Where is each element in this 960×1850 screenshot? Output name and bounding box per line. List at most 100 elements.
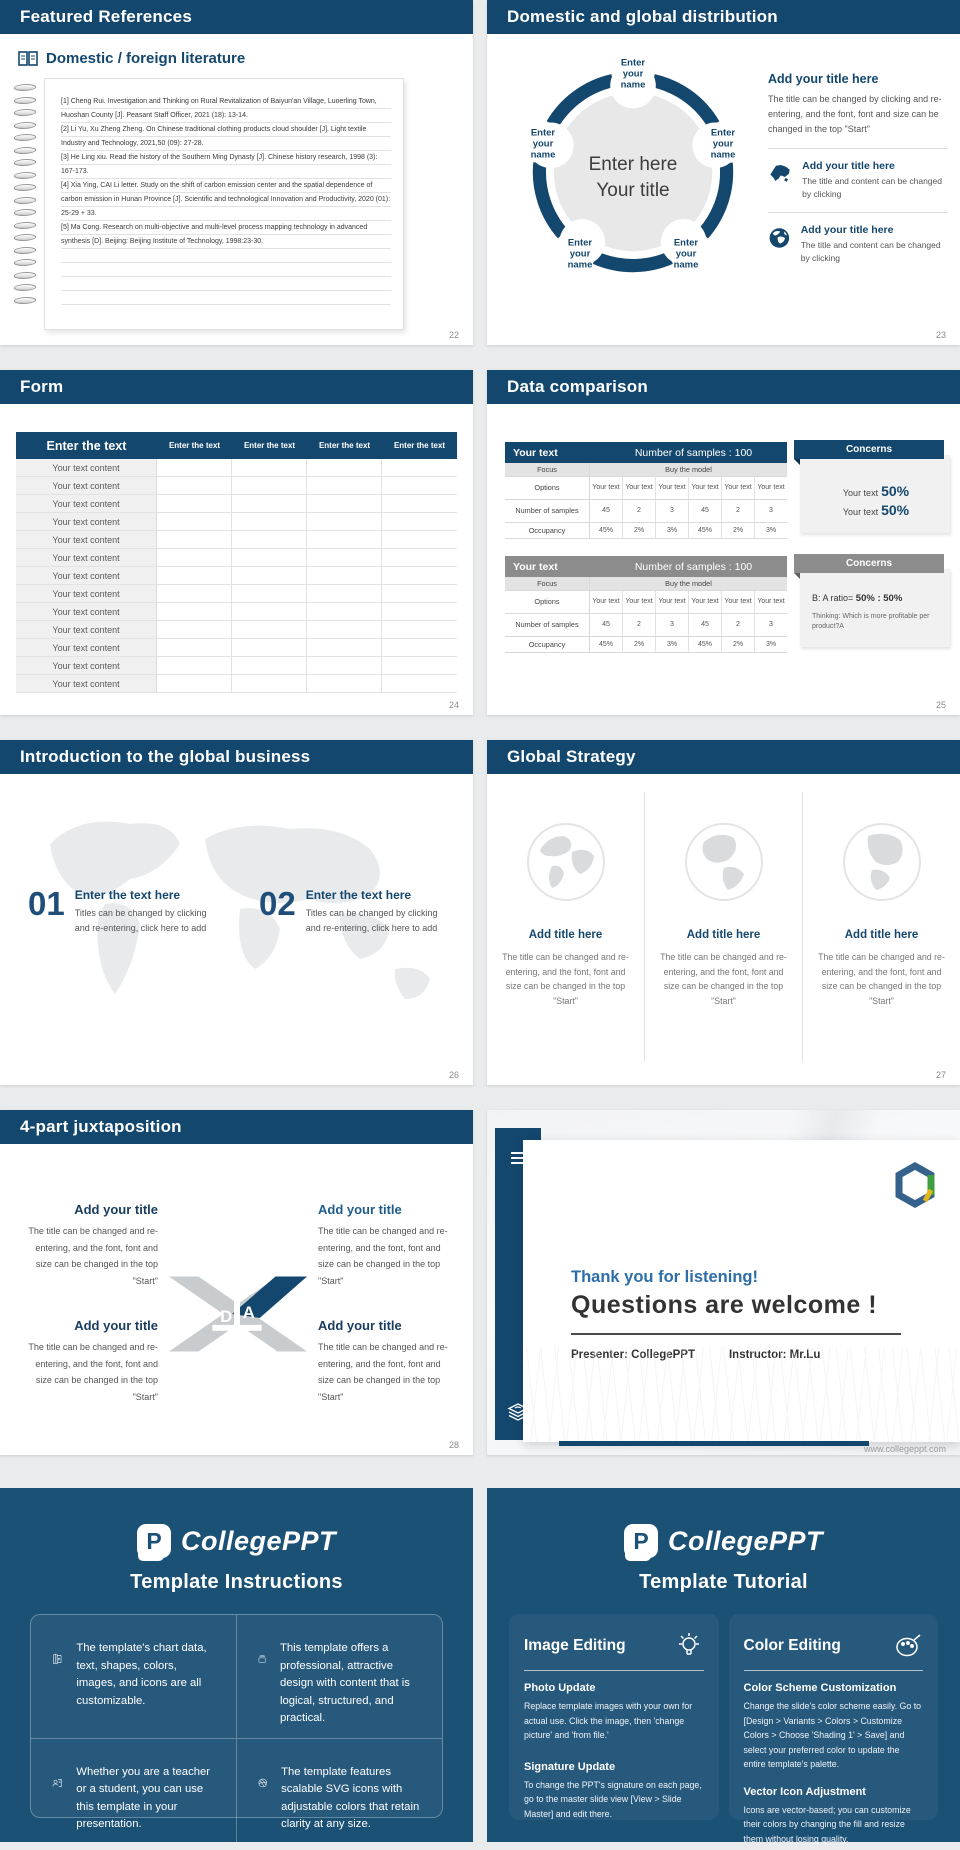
column-divider [644,792,645,1062]
letter-b: B [243,1332,255,1351]
slide-title-bar: Data comparison [487,370,960,404]
item-body: Titles can be changed by clicking and re… [74,908,207,933]
website-url: www.collegeppt.com [863,1444,946,1454]
section-heading: Domestic / foreign literature [46,50,246,67]
slide-title-bar: Featured References [0,0,473,34]
column-header: Enter the text [46,438,127,453]
slide-title-bar: Form [0,370,473,404]
table-row: Your text content [16,567,457,585]
numbered-item: 02 Enter the text here Titles can be cha… [259,885,444,936]
strategy-column: Add title here The title can be changed … [487,788,644,1070]
instruction-card: The template features scalable SVG icons… [237,1739,443,1844]
letter-a: A [243,1303,255,1322]
block-body: The title can be changed and re-entering… [318,1226,448,1286]
item-title: Add your title here [802,160,895,172]
tutorial-section-color-editing: Color Editing Color Scheme Customization… [728,1614,938,1844]
open-book-icon [18,51,38,66]
slide-title-bar: Domestic and global distribution [487,0,960,34]
globe-icon [684,823,763,901]
item-title: Add your title here [800,224,894,236]
slide-title-bar: Global Strategy [487,740,960,774]
card-text: Whether you are a teacher or a student, … [76,1765,211,1831]
instruction-card: P The template's chart data, text, shape… [31,1615,237,1739]
slide-25-data-comparison: Data comparison Your text Number of samp… [487,370,960,715]
numbered-items: 01 Enter the text here Titles can be cha… [28,885,444,936]
ribbon-fold [794,459,800,465]
headline: Thank you for listening! [571,1268,759,1286]
circular-diagram: Enter here Your title Enter your name En… [513,46,753,298]
hamburger-menu-icon [511,1152,525,1164]
slide-title-bar: Introduction to the global business [0,740,473,774]
page-number: 28 [448,1440,459,1450]
sub-body: Change the slide's color scheme easily. … [743,1701,922,1769]
right-text-column: Add your title here The title can be cha… [768,72,948,265]
list-item: Add your title here The title and conten… [768,160,948,201]
block-title: Add your title [74,1318,158,1333]
reference-item: [2] Li Yu, Xu Zheng Zheng. On Chinese tr… [61,126,367,147]
item-number: 02 [259,885,296,922]
accent-underbar [559,1441,869,1446]
globe-icon [842,823,921,901]
item-body: Titles can be changed by clicking and re… [305,908,438,933]
divider [768,148,948,149]
column-header: Enter the text [393,441,446,450]
instruction-card: This template offers a professional, att… [236,1615,442,1739]
panel-heading: Template Instructions [130,1571,343,1593]
table-row: Occupancy 45% 2% 3% 45% 2% 3% [505,523,787,539]
slide-title-bar: 4-part juxtaposition [0,1110,473,1144]
table-row: Your text content [16,549,457,567]
ribbon-header: Concerns [794,554,944,573]
diagram-node-label: Enter your name [620,57,646,91]
reference-item: [5] Ma Cong. Research on multi-objective… [61,224,368,245]
sub-body: Icons are vector-based; you can customiz… [743,1804,911,1844]
text-block-top-right: Add your title The title can be changed … [318,1202,458,1289]
subheadline: Questions are welcome ! [571,1291,878,1319]
brand-row: P CollegePPT [0,1488,473,1558]
column-header: Enter the text [168,441,221,450]
concern-line: Your text 50% [842,502,910,518]
svg-text:P: P [58,1657,61,1661]
table-header-row: Your text Number of samples : 100 [505,556,787,577]
numbered-item: 01 Enter the text here Titles can be cha… [28,887,213,936]
globe-icon [769,228,790,248]
dribbble-icon [258,1778,267,1787]
table-row: Options Your text Your text Your text Your … [505,477,787,500]
table-row: Number of samples 45 2 3 45 2 3 [505,614,787,637]
teacher-icon [52,1778,62,1787]
item-body: The title and content can be changed by … [802,176,943,199]
strategy-column: Add title here The title can be changed … [803,788,960,1070]
card-text: The template features scalable SVG icons… [281,1765,420,1831]
column-body: The title can be changed and re-entering… [818,952,945,1006]
content-card: Thank you for listening! Questions are w… [523,1140,960,1442]
table-row: Your text content [16,585,457,603]
spiral-binding-icon [12,84,38,304]
table-row: Your text content [16,459,457,477]
block-body: The title can be changed and re-entering… [28,1342,158,1402]
reference-item: [1] Cheng Rui. Investigation and Thinkin… [61,98,377,119]
slide-23-domestic-global-distribution: Domestic and global distribution Enter h… [487,0,960,345]
ring-chart-graphic [528,62,738,273]
brand-row: P CollegePPT [487,1488,960,1558]
table-row: Your text content [16,477,457,495]
item-body: The title and content can be changed by … [800,240,941,263]
comparison-table-1: Your text Number of samples : 100 Focus … [505,442,787,539]
panel-heading: Template Tutorial [639,1571,808,1593]
reference-item: [3] He Ling xiu. Read the history of the… [61,154,378,175]
page-number: 22 [448,330,459,340]
concerns-body: Your text 50% Your text 50% [800,455,950,533]
tutorial-section-image-editing: Image Editing Photo Update Replace templ… [509,1614,719,1820]
table-header-row: Your text Number of samples : 100 [505,442,787,463]
slide-27-global-strategy: Global Strategy Add title here The title… [487,740,960,1085]
page-number: 24 [448,700,459,710]
ribbon-fold [794,573,800,579]
concerns-body: B: A ratio= 50% : 50% Thinking: Which is… [800,569,950,647]
slide-22-featured-references: Featured References Domestic / foreign l… [0,0,473,345]
brand-name: CollegePPT [180,1525,337,1556]
instruction-cards: P The template's chart data, text, shape… [30,1614,443,1844]
block-title: Add your title here [768,72,879,86]
box-icon [258,1655,266,1663]
slide-thank-you: Thank you for listening! Questions are w… [487,1110,960,1455]
ribbon-header: Concerns [794,440,944,459]
collegeppt-logo-icon: P [623,1524,658,1558]
brand-name: CollegePPT [667,1525,824,1556]
